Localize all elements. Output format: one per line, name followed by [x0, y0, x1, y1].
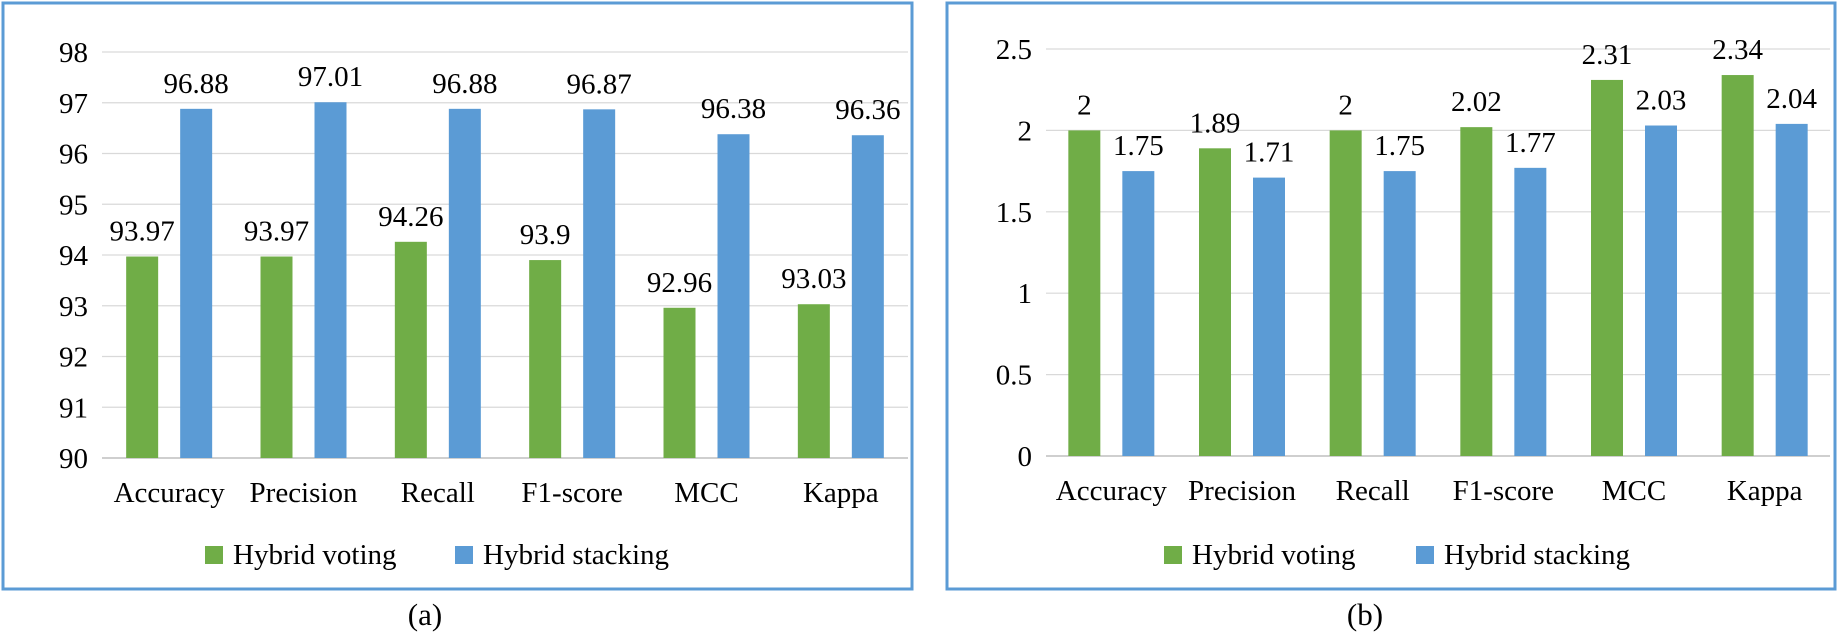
y-tick-label-0-8: 98: [59, 37, 88, 69]
legend-swatch-1-0: [1164, 546, 1182, 564]
data-label-0-1-0: 93.97: [244, 216, 309, 248]
data-label-1-4-1: 2.03: [1636, 85, 1687, 117]
legend-label-1-1: Hybrid stacking: [1444, 539, 1630, 571]
y-tick-label-0-5: 95: [59, 189, 88, 221]
bar-0-1-0: [260, 256, 293, 458]
y-tick-label-0-6: 96: [59, 139, 88, 171]
bar-1-0-1: [1122, 171, 1155, 456]
data-label-1-2-0: 2: [1338, 89, 1353, 121]
bar-0-4-1: [717, 134, 750, 458]
data-label-1-0-0: 2: [1077, 89, 1092, 121]
bar-1-1-1: [1253, 177, 1285, 456]
bar-1-1-0: [1199, 148, 1231, 457]
y-tick-label-1-5: 2.5: [996, 34, 1032, 66]
data-label-0-3-0: 93.9: [520, 219, 571, 251]
bar-0-3-1: [583, 109, 616, 458]
category-label-0-5: Kappa: [803, 477, 879, 509]
y-tick-label-1-0: 0: [1018, 441, 1033, 473]
category-label-1-0: Accuracy: [1056, 475, 1168, 507]
data-label-0-2-1: 96.88: [432, 68, 497, 100]
y-tick-label-1-4: 2: [1018, 115, 1033, 147]
y-tick-label-0-1: 91: [59, 392, 88, 424]
bar-1-3-0: [1460, 127, 1493, 457]
data-label-1-1-0: 1.89: [1190, 107, 1241, 139]
category-label-1-1: Precision: [1188, 475, 1296, 507]
chart-panel-a: 90 91 92 93 94 95 96 97 98 93.97 96.88 Accuracy 93.9…: [1, 1, 914, 632]
data-label-1-2-1: 1.75: [1374, 130, 1425, 162]
category-label-1-4: MCC: [1602, 475, 1666, 507]
data-label-1-3-1: 1.77: [1505, 127, 1556, 159]
data-label-1-5-1: 2.04: [1766, 83, 1817, 115]
y-tick-label-0-2: 92: [59, 342, 88, 374]
bar-1-3-1: [1514, 167, 1547, 456]
data-label-0-0-0: 93.97: [110, 216, 175, 248]
bar-1-4-1: [1645, 125, 1677, 457]
legend-label-1-0: Hybrid voting: [1192, 539, 1356, 571]
category-label-1-3: F1-score: [1453, 475, 1554, 507]
category-label-1-5: Kappa: [1727, 475, 1803, 507]
y-tick-label-0-4: 94: [59, 240, 89, 272]
y-tick-label-0-0: 90: [59, 443, 88, 475]
bar-0-5-1: [851, 135, 884, 459]
panel-label-0: (a): [408, 597, 442, 632]
data-label-1-4-0: 2.31: [1582, 39, 1633, 71]
bar-1-5-0: [1721, 75, 1754, 456]
category-label-0-0: Accuracy: [114, 477, 226, 509]
bar-0-0-0: [126, 256, 159, 458]
category-label-0-2: Recall: [401, 477, 475, 509]
legend-swatch-1-1: [1416, 546, 1434, 564]
legend-swatch-0-0: [205, 546, 223, 564]
category-label-0-3: F1-score: [521, 477, 622, 509]
category-label-1-2: Recall: [1336, 475, 1410, 507]
y-tick-label-0-3: 93: [59, 291, 88, 323]
category-label-0-4: MCC: [674, 477, 738, 509]
data-label-1-5-0: 2.34: [1712, 34, 1763, 66]
data-label-0-5-1: 96.36: [835, 94, 900, 126]
bar-0-2-1: [448, 108, 481, 458]
data-label-1-3-0: 2.02: [1451, 86, 1502, 118]
panel-label-1: (b): [1347, 597, 1383, 632]
bar-0-3-0: [529, 260, 562, 458]
bar-0-2-0: [394, 241, 427, 458]
data-label-0-4-1: 96.38: [701, 93, 766, 125]
y-tick-label-1-1: 0.5: [996, 360, 1032, 392]
bar-1-2-0: [1329, 130, 1362, 456]
bar-0-1-1: [314, 102, 347, 459]
data-label-0-2-0: 94.26: [378, 201, 443, 233]
chart-panel-b: 0 0.5 1 1.5 2 2.5 2 1.75 Accuracy 1.891.71 Precisi…: [945, 1, 1837, 632]
bar-1-2-1: [1383, 171, 1416, 456]
legend-swatch-0-1: [455, 546, 473, 564]
category-label-0-1: Precision: [250, 477, 358, 509]
bar-0-5-0: [797, 304, 830, 458]
bar-1-4-0: [1591, 79, 1623, 456]
data-label-1-0-1: 1.75: [1113, 130, 1164, 162]
data-label-0-3-1: 96.87: [567, 68, 632, 100]
y-tick-label-1-2: 1: [1018, 278, 1033, 310]
data-label-1-1-1: 1.71: [1244, 137, 1295, 169]
data-label-0-5-0: 93.03: [781, 263, 846, 295]
legend-label-0-1: Hybrid stacking: [483, 539, 669, 571]
y-tick-label-1-3: 1.5: [996, 197, 1032, 229]
bar-0-4-0: [663, 307, 696, 458]
y-tick-label-0-7: 97: [59, 88, 88, 120]
legend-label-0-0: Hybrid voting: [233, 539, 397, 571]
bar-1-5-1: [1775, 123, 1808, 456]
data-label-0-1-1: 97.01: [298, 61, 363, 93]
bar-1-0-0: [1068, 130, 1101, 456]
data-label-0-4-0: 92.96: [647, 267, 712, 299]
bar-0-0-1: [180, 108, 213, 458]
data-label-0-0-1: 96.88: [164, 68, 229, 100]
